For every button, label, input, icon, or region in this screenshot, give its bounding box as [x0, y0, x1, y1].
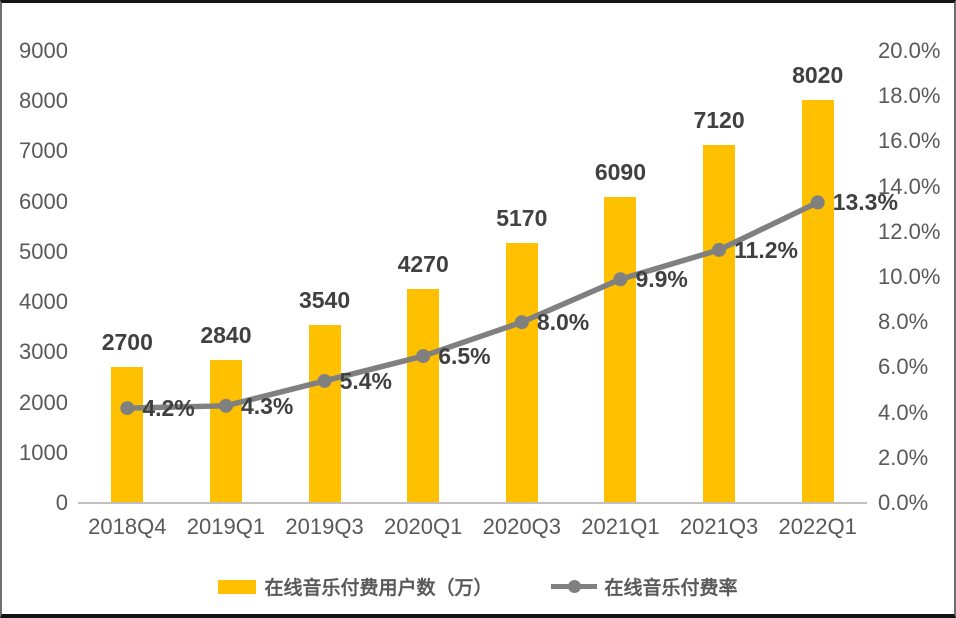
right-axis-tick: 10.0% [878, 264, 941, 289]
right-axis-tick: 8.0% [878, 309, 929, 335]
line-value-label: 13.3% [832, 189, 898, 216]
bar [111, 367, 144, 503]
bar-value-label: 8020 [792, 62, 844, 89]
left-axis-tick: 3000 [19, 339, 68, 365]
bar [407, 288, 440, 503]
line-value-label: 4.2% [142, 395, 195, 422]
right-axis-tick: 2.0% [878, 444, 929, 470]
bar-value-label: 4270 [397, 250, 449, 277]
left-axis-tick: 9000 [19, 38, 68, 63]
legend-line-dot-icon [567, 580, 581, 593]
right-axis-tick: 20.0% [878, 38, 941, 63]
line-series-swatch [550, 579, 597, 594]
x-axis-label: 2018Q4 [88, 514, 167, 539]
right-axis-tick: 0.0% [878, 490, 929, 515]
bar-value-label: 7120 [693, 107, 745, 134]
right-axis-tick: 14.0% [878, 173, 941, 199]
bar [308, 325, 341, 503]
x-axis-label: 2022Q1 [778, 514, 857, 539]
bar [703, 145, 736, 503]
left-axis-tick: 4000 [19, 289, 68, 315]
bar-value-label: 5170 [496, 205, 548, 232]
line-value-label: 5.4% [339, 367, 392, 394]
bar-value-label: 2700 [101, 329, 153, 356]
line-value-label: 4.3% [240, 392, 294, 419]
left-axis-tick: 0 [55, 490, 68, 515]
legend-label-line-series: 在线音乐付费率 [604, 578, 738, 599]
x-axis-label: 2019Q1 [186, 514, 266, 539]
bar-value-label: 6090 [594, 159, 647, 186]
x-axis-label: 2020Q3 [482, 514, 561, 539]
left-axis-tick: 1000 [19, 439, 68, 465]
left-axis-tick: 2000 [19, 389, 68, 415]
x-axis-label: 2021Q3 [679, 514, 759, 539]
right-axis-tick: 4.0% [878, 399, 929, 425]
left-axis-tick: 6000 [19, 188, 68, 214]
right-axis-tick: 12.0% [878, 218, 941, 244]
bar-value-label: 3540 [298, 287, 351, 314]
bar [209, 360, 242, 503]
line-value-label: 11.2% [734, 236, 799, 263]
bar [604, 197, 637, 503]
legend-label-bar-series: 在线音乐付费用户数（万） [264, 578, 493, 599]
legend-item-line-series: 在线音乐付费率 [550, 573, 738, 600]
bar-series-swatch [218, 579, 257, 594]
legend-item-bar-series: 在线音乐付费用户数（万） [218, 573, 493, 600]
line-value-label: 6.5% [438, 343, 491, 370]
bar [801, 100, 834, 503]
x-axis-label: 2019Q3 [285, 514, 364, 539]
x-axis-line [78, 502, 867, 504]
right-axis-tick: 16.0% [878, 128, 941, 154]
bar-value-label: 2840 [200, 322, 252, 349]
left-axis-tick: 5000 [19, 238, 68, 264]
left-axis-tick: 7000 [19, 138, 68, 164]
line-value-label: 9.9% [635, 266, 688, 293]
right-axis-tick: 18.0% [878, 83, 941, 109]
x-axis-label: 2020Q1 [384, 514, 463, 539]
bar [505, 243, 538, 503]
right-axis-tick: 6.0% [878, 354, 929, 380]
left-axis-tick: 8000 [19, 88, 68, 114]
x-axis-label: 2021Q1 [581, 514, 660, 539]
line-value-label: 8.0% [536, 309, 590, 336]
legend: 在线音乐付费用户数（万） 在线音乐付费率 [2, 573, 954, 600]
